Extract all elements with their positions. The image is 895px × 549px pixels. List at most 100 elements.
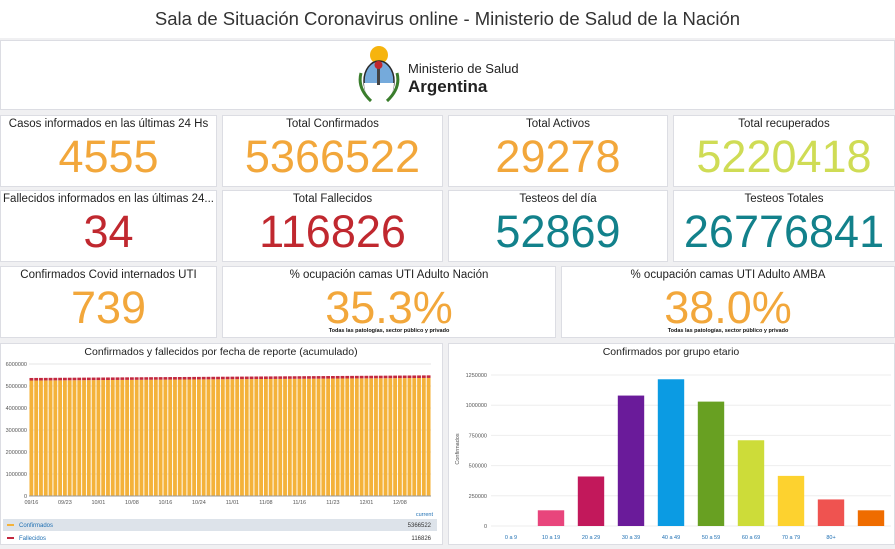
bar (268, 378, 273, 496)
y-tick-label: 0 (484, 524, 487, 530)
stat-value: 116826 (259, 206, 406, 257)
bar (350, 378, 354, 496)
bar (537, 510, 565, 526)
bar (129, 377, 134, 380)
bar (220, 376, 225, 380)
bar (335, 375, 340, 379)
bar (407, 375, 412, 379)
bar (153, 379, 158, 496)
x-tick-label: 20 a 29 (582, 535, 600, 541)
bar (369, 378, 374, 496)
bar (393, 378, 398, 496)
y-tick-label: 500000 (469, 464, 487, 470)
legend-swatch (7, 537, 14, 539)
bar (254, 376, 259, 380)
stat-note: Todas las patologías, sector público y p… (328, 328, 450, 334)
bar (101, 377, 106, 381)
bar (397, 375, 402, 379)
bar (230, 376, 235, 380)
bar (350, 375, 354, 379)
bar (86, 380, 91, 496)
bar (201, 376, 206, 380)
stat-tile: % ocupación camas UTI Adulto Nación 35.3%… (222, 266, 556, 338)
stat-label: Testeos Totales (744, 193, 824, 205)
x-tick-label: 09/23 (58, 500, 72, 506)
x-tick-label: 12/01 (360, 500, 374, 506)
bar (53, 377, 58, 381)
bar (91, 377, 96, 381)
bar (96, 380, 101, 496)
y-axis-label: Confirmados (455, 433, 461, 464)
bar (244, 379, 249, 496)
stat-value: 4555 (58, 131, 159, 182)
bar (29, 380, 34, 496)
x-tick-label: 10/16 (159, 500, 173, 506)
bar (125, 377, 130, 380)
bar (192, 376, 197, 380)
bar (34, 377, 39, 381)
bar (354, 378, 359, 496)
legend-swatch (7, 524, 14, 526)
bar (120, 377, 125, 380)
bar (287, 378, 292, 496)
bar (316, 376, 321, 379)
x-tick-label: 11/23 (326, 500, 339, 506)
bar (307, 376, 311, 379)
stat-value: 26776841 (683, 206, 885, 257)
bar (278, 376, 283, 379)
bar (48, 377, 53, 381)
bar (110, 379, 115, 496)
bar (39, 377, 43, 381)
stat-tile: Total Fallecidos 116826 (222, 190, 443, 262)
bar (62, 377, 67, 381)
bar (134, 379, 139, 496)
bar (225, 376, 230, 380)
bar (129, 379, 134, 496)
bar (43, 377, 48, 381)
stat-tile: % ocupación camas UTI Adulto AMBA 38.0% To… (561, 266, 895, 338)
x-tick-label: 10/24 (192, 500, 206, 506)
stat-tile: Casos informados en las últimas 24 Hs 455… (0, 115, 217, 187)
bar (249, 379, 254, 496)
stat-label: Total Confirmados (286, 118, 379, 130)
bar (421, 377, 426, 496)
bar (657, 379, 685, 526)
x-tick-label: 11/08 (259, 500, 272, 506)
bar (259, 376, 264, 380)
y-tick-label: 0 (24, 494, 27, 500)
bar (101, 380, 106, 496)
bar (77, 377, 82, 381)
bar (388, 375, 393, 379)
chart: Confirmados por grupo etario Confirmados 0… (455, 346, 891, 541)
bar (326, 376, 331, 379)
bar (53, 380, 58, 496)
bar (426, 375, 431, 378)
bar (345, 378, 350, 496)
bar (374, 375, 378, 379)
bar (125, 379, 130, 496)
chart-panel: Confirmados y fallecidos por fecha de re… (0, 343, 443, 545)
y-tick-label: 1000000 (6, 472, 27, 478)
bar (82, 380, 86, 496)
bar (110, 377, 115, 380)
bar (48, 380, 53, 496)
page-title: Sala de Situación Coronavirus online - M… (154, 8, 741, 29)
legend-value: 5366522 (408, 523, 432, 529)
y-tick-label: 5000000 (6, 384, 27, 390)
bar (173, 379, 177, 496)
bar (139, 377, 144, 380)
bar (330, 378, 335, 496)
bar (192, 379, 197, 496)
x-tick-label: 12/08 (393, 500, 407, 506)
bar (244, 376, 249, 380)
stat-label: Fallecidos informados en las últimas 24.… (3, 193, 214, 205)
bar (369, 375, 374, 379)
bar (273, 376, 278, 379)
bar (340, 375, 345, 379)
bar (326, 378, 331, 496)
bar (254, 379, 259, 496)
bar (196, 379, 201, 496)
stat-value: 5220418 (696, 131, 872, 182)
bar (278, 378, 283, 496)
bar (311, 378, 316, 496)
